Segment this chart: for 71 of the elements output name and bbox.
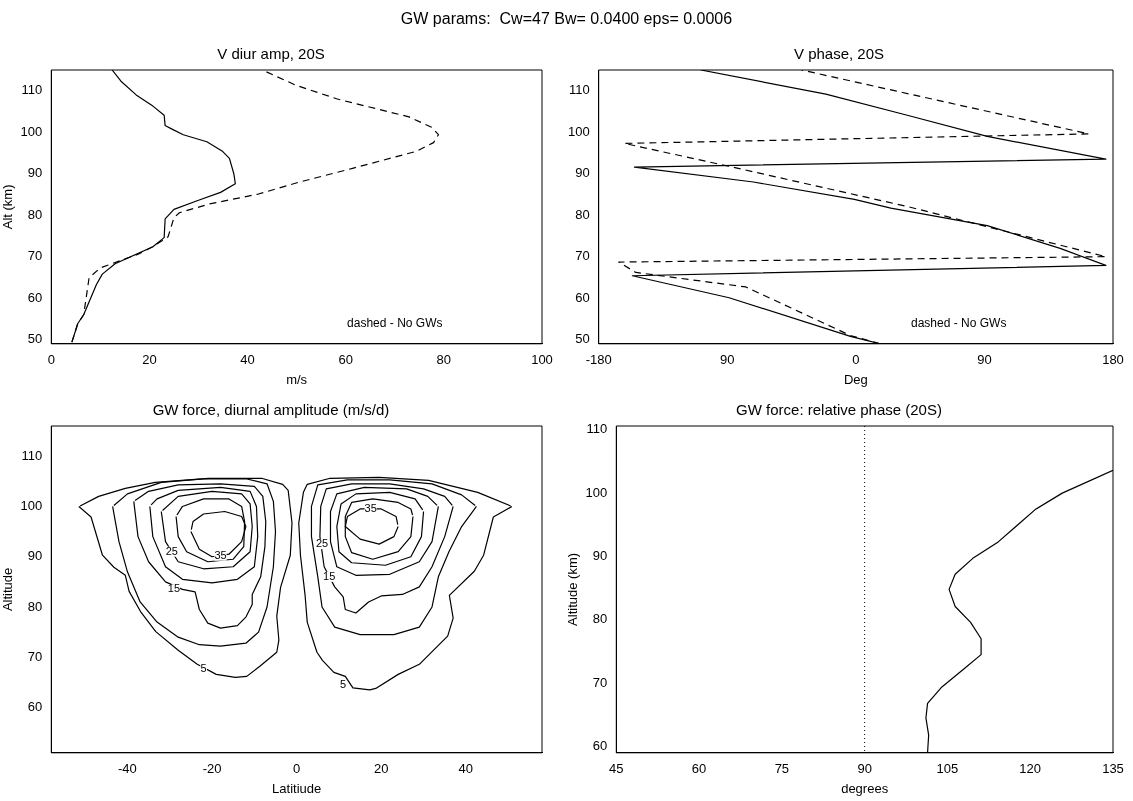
annotation: 5: [200, 661, 207, 674]
x-tick-label: -180: [585, 352, 612, 368]
y-tick-label: 50: [27, 331, 43, 347]
y-tick-label: 100: [567, 123, 590, 139]
x-tick-label: 60: [338, 352, 353, 368]
y-tick-label: 100: [20, 498, 43, 514]
annotation: 35: [364, 501, 377, 514]
chart-title: V diur amp, 20S: [217, 45, 325, 63]
x-tick-label: 60: [691, 761, 707, 777]
text: GW params: Cw=47 Bw= 0.0400 eps= 0.0006: [400, 10, 733, 27]
x-tick-label: 0: [852, 352, 860, 368]
annotation: 25: [165, 544, 178, 557]
y-tick-label: 80: [592, 611, 608, 627]
annotation: dashed - No GWs: [911, 316, 1007, 331]
y-tick-label: 100: [585, 484, 608, 500]
x-axis-title: Latitiude: [272, 780, 322, 796]
y-tick-label: 110: [568, 82, 590, 98]
chart-title: GW force: relative phase (20S): [736, 401, 942, 419]
annotation: 15: [323, 569, 336, 582]
y-tick-label: 80: [27, 206, 43, 222]
x-tick-label: -20: [202, 761, 222, 777]
x-tick-label: -40: [118, 761, 137, 777]
x-tick-label: 90: [857, 761, 872, 777]
y-tick-label: 90: [27, 548, 43, 564]
y-tick-label: 60: [592, 738, 608, 754]
x-tick-label: 40: [458, 761, 474, 777]
x-axis-title: degrees: [841, 780, 889, 796]
y-axis-title: Alt (km): [0, 184, 16, 230]
x-tick-label: 40: [240, 352, 255, 368]
y-tick-label: 50: [575, 331, 590, 347]
x-tick-label: 120: [1019, 761, 1042, 777]
x-axis-title: Deg: [843, 371, 868, 387]
x-tick-label: 90: [977, 352, 992, 368]
y-tick-label: 70: [27, 248, 43, 264]
y-tick-label: 110: [586, 421, 608, 437]
y-tick-label: 90: [27, 165, 43, 181]
x-axis-title: m/s: [286, 371, 308, 387]
x-tick-label: 20: [374, 761, 389, 777]
chart-title: V phase, 20S: [793, 45, 885, 63]
x-tick-label: 180: [1102, 352, 1124, 368]
x-tick-label: 135: [1102, 761, 1124, 777]
chart-title: GW force, diurnal amplitude (m/s/d): [152, 401, 390, 419]
y-tick-label: 60: [575, 289, 590, 305]
y-tick-label: 80: [27, 598, 43, 614]
y-tick-label: 90: [575, 165, 590, 181]
annotation: 5: [340, 677, 347, 690]
y-tick-label: 70: [592, 674, 608, 690]
x-tick-label: 20: [142, 352, 157, 368]
y-tick-label: 60: [27, 289, 43, 305]
y-tick-label: 100: [20, 123, 43, 139]
y-tick-label: 70: [575, 248, 590, 264]
y-axis-title: Altitude (km): [565, 552, 581, 626]
x-tick-label: 90: [720, 352, 735, 368]
y-axis-title: Altitude: [0, 567, 16, 612]
annotation: 25: [315, 537, 329, 550]
y-tick-label: 110: [21, 447, 43, 463]
y-tick-label: 90: [592, 548, 608, 564]
x-tick-label: 105: [936, 761, 959, 777]
x-tick-label: 75: [774, 761, 790, 777]
x-tick-label: 0: [47, 352, 55, 368]
x-tick-label: 45: [609, 761, 624, 777]
annotation: 35: [214, 548, 227, 561]
annotation: dashed - No GWs: [347, 316, 443, 331]
y-tick-label: 110: [21, 82, 43, 98]
x-tick-label: 100: [531, 352, 553, 368]
x-tick-label: 0: [293, 761, 301, 777]
y-tick-label: 70: [27, 648, 43, 664]
y-tick-label: 80: [575, 206, 590, 222]
annotation: 15: [167, 582, 181, 595]
x-tick-label: 80: [436, 352, 452, 368]
y-tick-label: 60: [27, 699, 43, 715]
